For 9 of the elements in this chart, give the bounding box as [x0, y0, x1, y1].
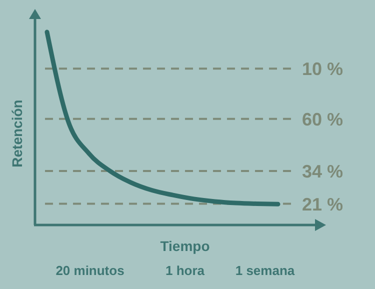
text: 1 hora	[165, 263, 206, 278]
text: 60 %	[302, 109, 344, 130]
text: 20 minutos	[56, 263, 124, 278]
x-axis-title: Tiempo	[160, 238, 210, 254]
text: 21 %	[302, 194, 344, 214]
text: 1 semana	[235, 263, 296, 278]
y-axis-title: Retención	[9, 100, 25, 168]
text: 10 %	[302, 59, 344, 80]
text: 34 %	[302, 161, 344, 182]
